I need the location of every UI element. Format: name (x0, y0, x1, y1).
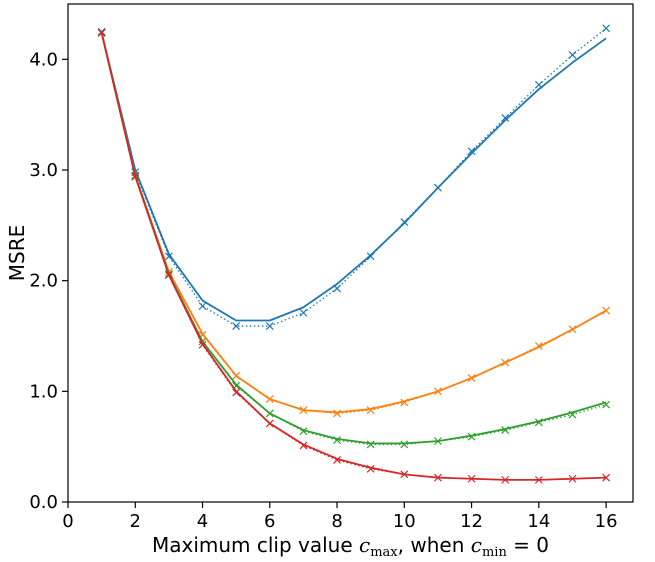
series-3-marker (366, 440, 375, 449)
series-1-marker (400, 218, 409, 226)
series-2-marker (333, 409, 341, 418)
series-3-marker (602, 400, 611, 409)
y-tick-label: 2.0 (29, 271, 58, 292)
series-2-dotted-line (100, 32, 607, 415)
series-2-marker (265, 395, 274, 404)
series-2-marker (602, 306, 611, 315)
series-2-marker (400, 398, 409, 407)
series-3-marker (400, 440, 409, 449)
series-4-marker (434, 473, 442, 482)
series-2-marker (501, 358, 510, 367)
y-tick-label: 0.0 (29, 492, 58, 513)
series-2-marker (299, 406, 308, 415)
series-3-marker (333, 436, 341, 444)
x-tick-label: 8 (331, 511, 342, 532)
x-tick-label: 12 (460, 511, 483, 532)
series-3-marker (467, 432, 476, 441)
series-4-marker (534, 475, 543, 484)
series-3-marker (434, 437, 442, 446)
series-3-marker (265, 409, 274, 418)
series-4-marker (299, 441, 308, 450)
series-1-marker (232, 322, 241, 330)
series-1-marker (164, 252, 173, 261)
series-layer (97, 24, 611, 484)
series-2-marker (366, 406, 375, 415)
x-tick-label: 4 (197, 511, 208, 532)
series-3-marker (299, 427, 308, 436)
series-4-marker (602, 473, 611, 482)
series-1-marker (568, 50, 577, 59)
x-axis-label-middle: , when (398, 533, 471, 557)
series-1-marker (198, 302, 207, 311)
x-tick-label: 0 (62, 511, 73, 532)
series-1-marker (97, 27, 106, 36)
series-1-marker (333, 284, 341, 293)
series-4-marker (467, 474, 476, 483)
x-axis-label-suffix: = 0 (507, 533, 549, 557)
series-3-marker (501, 426, 510, 434)
x-axis-label-var1: c (359, 533, 370, 557)
series-4-marker (501, 475, 510, 484)
y-tick-label: 1.0 (29, 381, 58, 402)
series-2-marker (434, 387, 442, 396)
series-4-marker (333, 456, 341, 464)
x-axis-label-sub1: max (370, 545, 398, 560)
x-tick-label: 14 (527, 511, 550, 532)
series-4-marker (198, 340, 207, 349)
series-4-marker (164, 271, 173, 280)
x-tick-label: 10 (393, 511, 416, 532)
x-tick-label: 16 (595, 511, 618, 532)
series-4-marker (400, 470, 409, 479)
x-axis-label-var2: c (471, 533, 482, 557)
series-3-dotted-line (100, 32, 607, 446)
y-tick-label: 4.0 (29, 49, 58, 70)
series-4-solid-line (100, 32, 607, 481)
series-3-solid-line (100, 32, 607, 445)
series-3-marker (568, 410, 577, 419)
series-1-marker (299, 308, 308, 317)
series-2-marker (568, 325, 577, 334)
series-4-marker (265, 419, 274, 428)
series-2-marker (467, 374, 476, 382)
x-axis-label: Maximum clip value cmax, when cmin = 0 (152, 533, 549, 560)
series-1-marker (434, 183, 442, 192)
x-axis-label-prefix: Maximum clip value (152, 533, 359, 557)
series-1-dotted-line (100, 27, 607, 327)
series-1-marker (501, 114, 510, 122)
series-2-marker (232, 371, 241, 380)
series-1-solid-line (100, 32, 607, 322)
series-4 (97, 28, 611, 484)
series-3 (97, 28, 611, 449)
x-axis-label-sub2: min (482, 545, 507, 560)
y-tick-label: 3.0 (29, 160, 58, 181)
series-1-marker (265, 322, 274, 330)
series-1-marker (602, 24, 611, 33)
ticks-layer: 0 2 4 6 8 10 12 14 16 0.0 1.0 2.0 3.0 4.0 (29, 49, 617, 532)
series-2 (97, 28, 611, 418)
series-4-marker (232, 388, 241, 397)
series-1-marker (467, 147, 476, 156)
series-4-dotted-line (100, 32, 607, 481)
series-1-marker (366, 252, 375, 261)
series-3-marker (534, 418, 543, 427)
series-4-marker (366, 464, 375, 473)
series-4-marker (568, 474, 577, 483)
x-tick-label: 2 (130, 511, 141, 532)
series-2-solid-line (100, 32, 607, 414)
series-2-marker (534, 342, 543, 350)
series-1-marker (534, 80, 543, 89)
plot-frame (67, 3, 634, 503)
x-tick-label: 6 (264, 511, 275, 532)
series-4-marker (131, 172, 140, 181)
series-4-marker (97, 28, 106, 37)
y-axis-label: MSRE (5, 225, 29, 281)
